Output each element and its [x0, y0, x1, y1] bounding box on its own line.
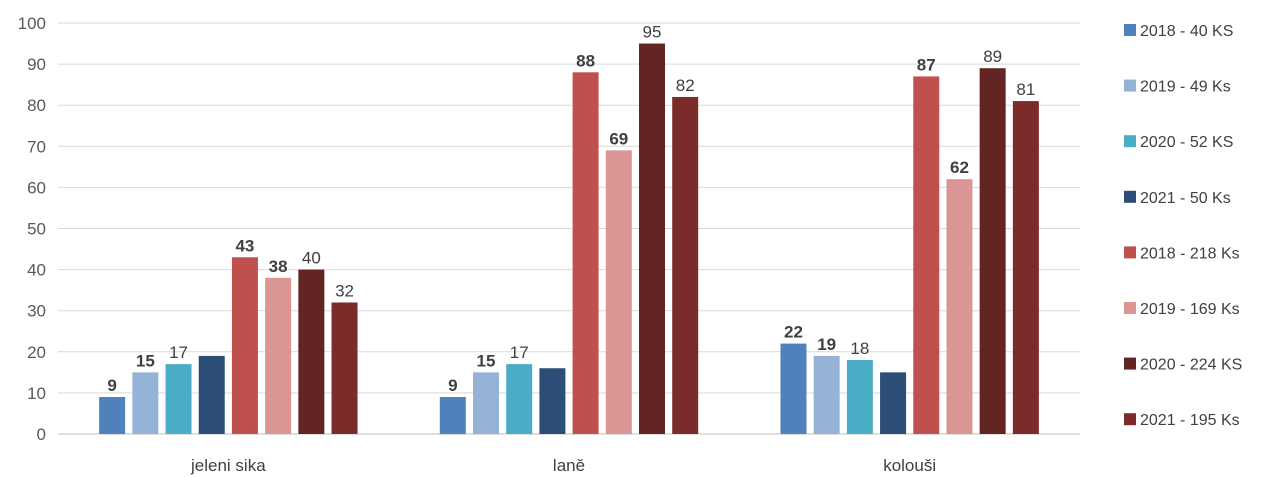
- legend-swatch: [1124, 413, 1136, 426]
- y-tick-label: 50: [27, 220, 46, 239]
- y-axis-ticks: 0 10 20 30 40 50 60 70 80 90 100: [18, 14, 46, 444]
- data-label: 43: [235, 236, 254, 255]
- legend-label: 2021 - 195 Ks: [1140, 412, 1240, 429]
- data-label: 95: [643, 23, 662, 42]
- y-tick-label: 100: [18, 14, 46, 33]
- y-tick-label: 10: [27, 384, 46, 403]
- bar: [99, 397, 126, 434]
- legend-swatch: [1124, 302, 1136, 314]
- legend-label: 2020 - 224 KS: [1140, 357, 1242, 374]
- legend-swatch: [1124, 190, 1136, 203]
- legend-label: 2019 - 49 Ks: [1140, 79, 1231, 96]
- data-label: 19: [817, 335, 836, 354]
- bar: [813, 355, 840, 434]
- legend: 2018 - 40 KS 2019 - 49 Ks 2020 - 52 KS 2021…: [1124, 23, 1242, 429]
- data-label: 69: [609, 129, 628, 148]
- bar: [979, 68, 1006, 435]
- legend-swatch: [1124, 357, 1136, 370]
- bar: [132, 372, 159, 434]
- data-label: 62: [950, 158, 969, 177]
- data-label: 22: [784, 323, 803, 342]
- data-label: 9: [448, 376, 457, 395]
- y-tick-label: 70: [27, 137, 46, 156]
- category-labels: jeleni sika laně kolouši: [190, 456, 936, 475]
- legend-swatch: [1124, 135, 1136, 148]
- legend-item: 2019 - 49 Ks: [1124, 79, 1231, 96]
- legend-item: 2018 - 40 KS: [1124, 23, 1233, 40]
- data-labels: 9 15 17 43 38 40 32 9 15 17 88 69 95 82 22 19 18 87 62 89 81: [107, 23, 1035, 395]
- bar: [572, 72, 599, 434]
- legend-item: 2020 - 52 KS: [1124, 134, 1233, 151]
- bar: [880, 372, 907, 434]
- legend-item: 2018 - 218 Ks: [1124, 245, 1240, 262]
- legend-item: 2021 - 50 Ks: [1124, 190, 1231, 207]
- bar: [265, 277, 292, 434]
- y-tick-label: 20: [27, 343, 46, 362]
- category-label: laně: [553, 456, 585, 475]
- bar: [298, 269, 325, 434]
- legend-label: 2018 - 40 KS: [1140, 23, 1233, 40]
- bar: [946, 179, 973, 434]
- bar: [165, 364, 192, 434]
- data-label: 82: [676, 76, 695, 95]
- legend-swatch: [1124, 79, 1136, 92]
- legend-item: 2019 - 169 Ks: [1124, 301, 1240, 318]
- data-label: 17: [510, 343, 529, 362]
- category-label: kolouši: [883, 456, 936, 475]
- legend-item: 2020 - 224 KS: [1124, 357, 1242, 374]
- data-label: 18: [850, 339, 869, 358]
- bar: [1012, 101, 1039, 434]
- legend-label: 2018 - 218 Ks: [1140, 245, 1240, 262]
- data-label: 9: [107, 376, 116, 395]
- bar: [198, 355, 225, 434]
- bar: [913, 76, 940, 435]
- gridlines: [58, 22, 1080, 435]
- legend-label: 2021 - 50 Ks: [1140, 190, 1231, 207]
- bar: [506, 364, 533, 434]
- bar: [672, 96, 699, 434]
- bar: [473, 372, 499, 434]
- data-label: 40: [302, 249, 321, 268]
- bar: [539, 368, 566, 434]
- category-label: jeleni sika: [190, 456, 266, 475]
- legend-swatch: [1124, 24, 1136, 36]
- y-tick-label: 0: [37, 425, 46, 444]
- legend-item: 2021 - 195 Ks: [1124, 412, 1240, 429]
- legend-label: 2019 - 169 Ks: [1140, 301, 1240, 318]
- bar: [439, 397, 466, 434]
- data-label: 81: [1016, 80, 1035, 99]
- data-label: 88: [576, 51, 595, 70]
- bar: [639, 43, 665, 435]
- y-tick-label: 30: [27, 302, 46, 321]
- data-label: 87: [917, 55, 936, 74]
- bar: [331, 302, 358, 434]
- y-tick-label: 90: [27, 55, 46, 74]
- legend-label: 2020 - 52 KS: [1140, 134, 1233, 151]
- y-tick-label: 60: [27, 178, 46, 197]
- bar: [846, 360, 873, 434]
- y-tick-label: 80: [27, 96, 46, 115]
- data-label: 32: [335, 281, 354, 300]
- legend-swatch: [1124, 246, 1136, 259]
- y-tick-label: 40: [27, 261, 46, 280]
- data-label: 15: [136, 351, 155, 370]
- data-label: 89: [983, 47, 1002, 66]
- bar: [605, 150, 632, 434]
- data-label: 15: [477, 351, 496, 370]
- bar: [231, 257, 258, 434]
- data-label: 38: [269, 257, 288, 276]
- bars: [99, 43, 1039, 435]
- bar: [780, 343, 807, 434]
- data-label: 17: [169, 343, 188, 362]
